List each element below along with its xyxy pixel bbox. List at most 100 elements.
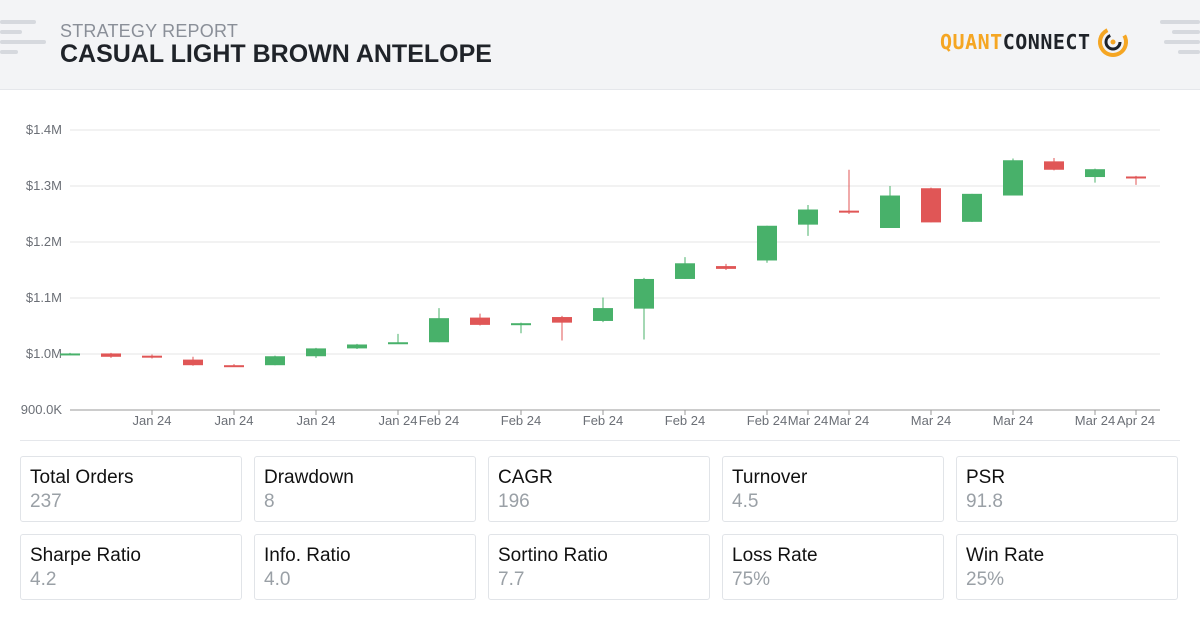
candle (962, 193, 982, 222)
logo-text-quant: QUANT (940, 30, 1003, 54)
stat-card: Total Orders 237 (20, 456, 242, 522)
stat-card: Sharpe Ratio 4.2 (20, 534, 242, 600)
candle-body (962, 193, 982, 222)
candle (429, 308, 449, 343)
candle-body (675, 263, 695, 279)
stat-label: Sharpe Ratio (30, 545, 141, 566)
candle-body (1044, 161, 1064, 170)
candle-body (183, 359, 203, 366)
candle (921, 187, 941, 223)
candle-body (798, 209, 818, 225)
candle (757, 225, 777, 263)
report-title: CASUAL LIGHT BROWN ANTELOPE (60, 40, 492, 68)
candle (634, 277, 654, 340)
candle (60, 352, 80, 356)
candle (306, 347, 326, 358)
x-axis-ticks: Jan 24 Jan 24 Jan 24 Jan 24 Feb 24 Feb 24 Feb … (132, 410, 1155, 428)
report-header: STRATEGY REPORT CASUAL LIGHT BROWN ANTEL… (0, 0, 1200, 90)
y-tick-label: $1.3M (26, 178, 62, 193)
candle-body (101, 353, 121, 357)
candle-body (429, 318, 449, 343)
candle-body (634, 278, 654, 309)
y-tick-label: $1.1M (26, 290, 62, 305)
candle-body (716, 266, 736, 269)
candle (798, 205, 818, 236)
quantconnect-logo-icon (1097, 27, 1128, 57)
x-tick-label: Mar 24 (829, 413, 869, 428)
x-tick-label: Feb 24 (583, 413, 623, 428)
stat-value: 237 (30, 491, 62, 512)
candle (716, 263, 736, 270)
candle (1044, 158, 1064, 171)
candle (880, 186, 900, 228)
stat-card: Drawdown 8 (254, 456, 476, 522)
candle-body (224, 365, 244, 368)
y-axis-ticks: 900.0K $1.0M $1.1M $1.2M $1.3M $1.4M (21, 122, 63, 417)
decorative-lines-left (0, 20, 60, 64)
stat-label: Win Rate (966, 545, 1045, 566)
candle (388, 333, 408, 345)
x-tick-label: Mar 24 (911, 413, 951, 428)
candle-body (1085, 169, 1105, 178)
y-tick-label: $1.0M (26, 346, 62, 361)
stat-value: 4.2 (30, 569, 57, 590)
stat-card: Info. Ratio 4.0 (254, 534, 476, 600)
x-tick-label: Feb 24 (665, 413, 705, 428)
y-tick-label: 900.0K (21, 402, 63, 417)
stat-label: Loss Rate (732, 545, 818, 566)
x-tick-label: Jan 24 (296, 413, 335, 428)
x-tick-label: Apr 24 (1117, 413, 1155, 428)
candle (183, 356, 203, 366)
quantconnect-logo: QUANTCONNECT (940, 24, 1131, 60)
x-tick-label: Feb 24 (501, 413, 541, 428)
candle-body (306, 348, 326, 357)
logo-text-connect: CONNECT (1002, 30, 1091, 54)
candle-body (60, 353, 80, 356)
logo-text: QUANTCONNECT (940, 30, 1091, 54)
candle (593, 297, 613, 323)
stat-label: Sortino Ratio (498, 545, 608, 566)
x-tick-label: Feb 24 (747, 413, 787, 428)
stat-value: 8 (264, 491, 275, 512)
stat-value: 4.0 (264, 569, 291, 590)
candle-body (1126, 176, 1146, 179)
candle (347, 343, 367, 349)
candle-body (757, 225, 777, 261)
stat-value: 4.5 (732, 491, 759, 512)
candle (265, 355, 285, 366)
stat-value: 196 (498, 491, 530, 512)
candle-body (470, 317, 490, 325)
candle-body (880, 195, 900, 228)
candle-body (265, 356, 285, 366)
candle (511, 322, 531, 334)
candle-body (142, 355, 162, 358)
candle-body (511, 323, 531, 326)
y-tick-label: $1.4M (26, 122, 62, 137)
candles (60, 158, 1146, 368)
candle (470, 313, 490, 326)
candle-body (1003, 160, 1023, 196)
candle (839, 169, 859, 214)
stat-label: CAGR (498, 467, 553, 488)
candle (101, 352, 121, 358)
candle (675, 257, 695, 279)
candle-body (388, 342, 408, 345)
candle-body (347, 344, 367, 349)
stat-label: Info. Ratio (264, 545, 351, 566)
stat-value: 7.7 (498, 569, 525, 590)
stat-value: 75% (732, 569, 771, 590)
x-tick-label: Mar 24 (1075, 413, 1115, 428)
candle-body (839, 210, 859, 213)
stat-value: 91.8 (966, 491, 1003, 512)
x-tick-label: Feb 24 (419, 413, 459, 428)
decorative-lines-right (1160, 20, 1200, 64)
stat-card: Sortino Ratio 7.7 (488, 534, 710, 600)
stat-label: Turnover (732, 467, 808, 488)
stat-card: CAGR 196 (488, 456, 710, 522)
candle (1126, 175, 1146, 185)
stat-label: Total Orders (30, 467, 134, 488)
candle-body (552, 317, 572, 323)
candle-body (593, 308, 613, 321)
x-tick-label: Mar 24 (993, 413, 1033, 428)
stat-card: Turnover 4.5 (722, 456, 944, 522)
